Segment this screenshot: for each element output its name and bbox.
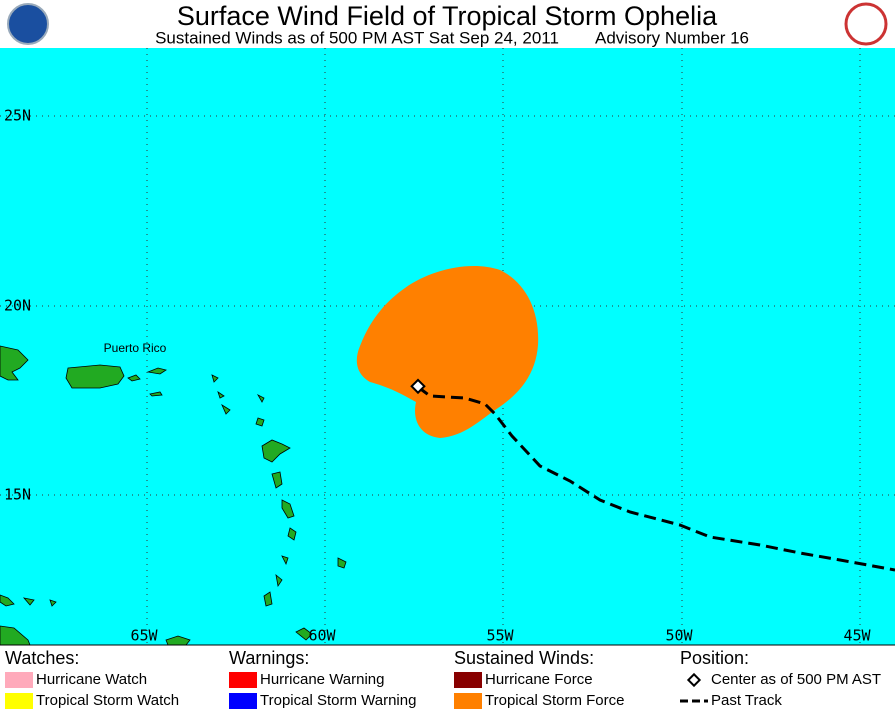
- legend-swatch: [5, 672, 33, 688]
- graticule: 25N 20N 15N 65W 60W 55W 50W 45W: [0, 48, 895, 645]
- barbados: [337, 557, 347, 569]
- dominica: [271, 471, 283, 489]
- legend-item-label: Hurricane Warning: [260, 671, 385, 688]
- islands: [263, 555, 289, 607]
- noaa-logo: [7, 3, 49, 45]
- latitude-label: 20N: [4, 297, 31, 315]
- st-lucia: [287, 527, 297, 541]
- map: 25N 20N 15N 65W 60W 55W 50W 45W Puerto Rico: [0, 48, 895, 646]
- legend-swatch: [229, 672, 257, 688]
- islands: [0, 594, 57, 607]
- puerto-rico: [65, 364, 125, 389]
- longitude-label: 65W: [130, 627, 158, 645]
- tropical-storm-force-wind-field: [356, 266, 539, 438]
- hispaniola: [0, 345, 29, 381]
- legend: Watches: Hurricane Watch Tropical Storm Wa…: [0, 644, 895, 709]
- subtitle: Sustained Winds as of 500 PM AST Sat Sep…: [155, 28, 559, 47]
- martinique: [281, 499, 295, 519]
- legend-swatch: [5, 693, 33, 709]
- legend-swatch: [454, 672, 482, 688]
- guadeloupe: [261, 439, 291, 463]
- legend-center-icon: [686, 672, 702, 688]
- island: [127, 374, 141, 382]
- storm-center: [410, 378, 426, 395]
- legend-swatch: [229, 693, 257, 709]
- latitude-label: 25N: [4, 107, 31, 125]
- legend-group-title: Position:: [680, 648, 749, 668]
- legend-item-label: Tropical Storm Watch: [36, 692, 179, 709]
- legend-item-label: Past Track: [711, 692, 782, 709]
- place-label: Puerto Rico: [104, 341, 167, 355]
- islands: [255, 394, 265, 427]
- longitude-label: 60W: [308, 627, 336, 645]
- past-track: [417, 385, 895, 572]
- latitude-label: 15N: [4, 486, 31, 504]
- island: [146, 367, 167, 375]
- island: [149, 391, 163, 397]
- legend-item-label: Tropical Storm Force: [485, 692, 624, 709]
- legend-item-label: Tropical Storm Warning: [260, 692, 416, 709]
- coast: [165, 635, 191, 646]
- venezuela: [0, 625, 31, 646]
- land: [0, 345, 347, 646]
- advisory: Advisory Number 16: [595, 28, 749, 47]
- title: Surface Wind Field of Tropical Storm Oph…: [177, 1, 718, 31]
- legend-swatch: [454, 693, 482, 709]
- longitude-label: 55W: [486, 627, 514, 645]
- longitude-label: 50W: [665, 627, 693, 645]
- nws-logo: [844, 2, 888, 46]
- legend-group-title: Warnings:: [229, 648, 309, 668]
- longitude-label: 45W: [843, 627, 871, 645]
- legend-group-title: Sustained Winds:: [454, 648, 594, 668]
- legend-item-label: Hurricane Watch: [36, 671, 147, 688]
- legend-group-title: Watches:: [5, 648, 79, 668]
- legend-item-label: Center as of 500 PM AST: [711, 671, 881, 688]
- islands: [211, 374, 231, 415]
- legend-item-label: Hurricane Force: [485, 671, 593, 688]
- trinidad: [295, 627, 313, 641]
